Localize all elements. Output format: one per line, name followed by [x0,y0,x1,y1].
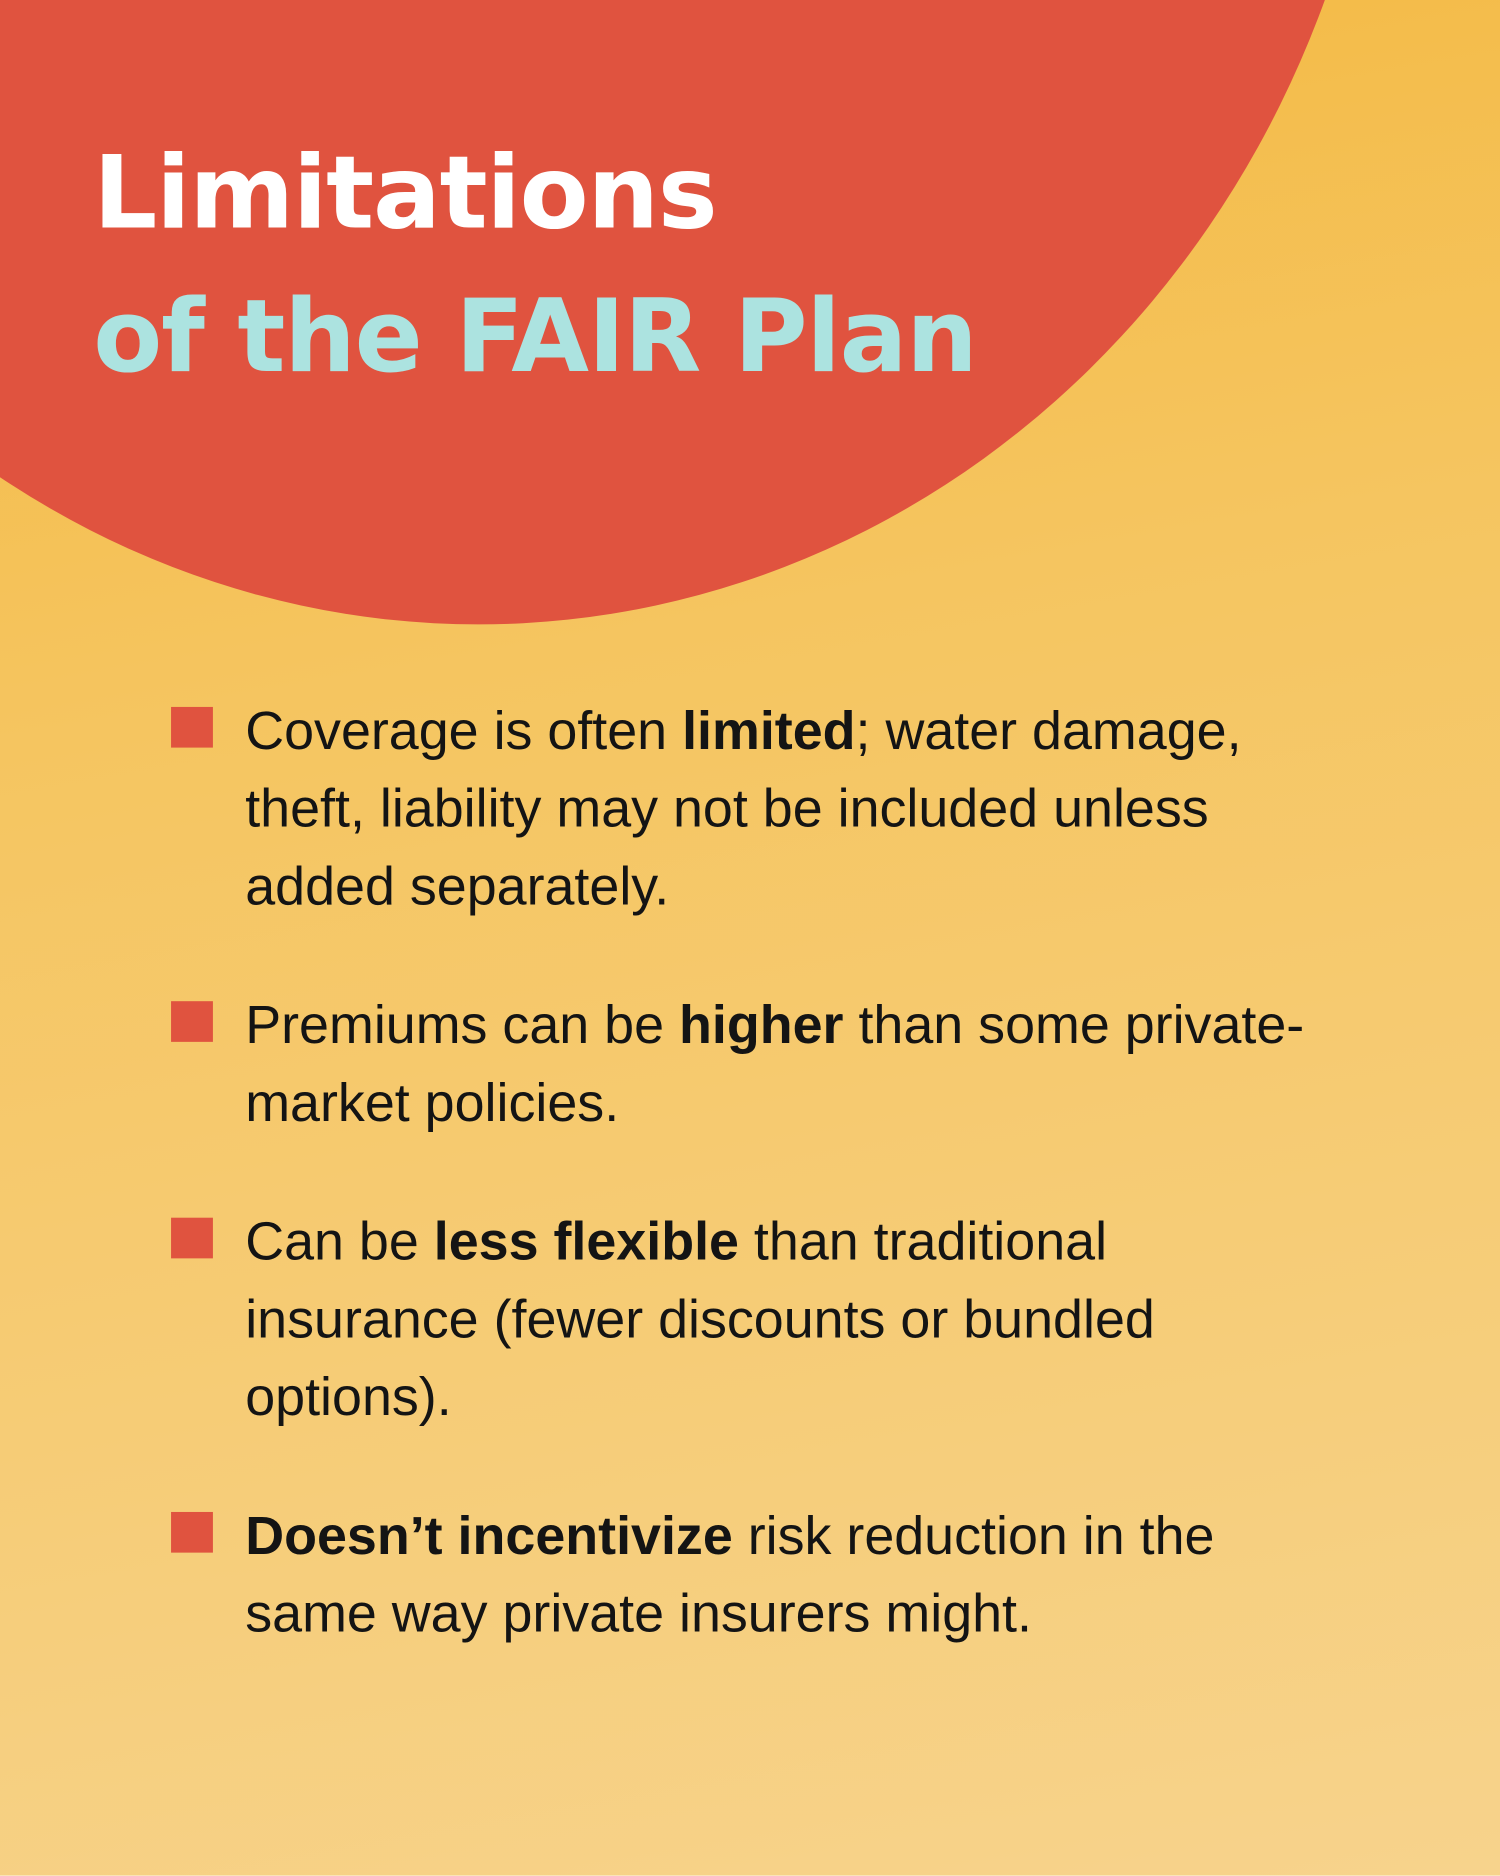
text: Coverage is often [245,699,683,761]
list-item: Premiums can be higher than some private… [171,986,1343,1142]
bold-text: less flexible [433,1210,739,1272]
red-circle-shape [0,0,1325,625]
text: than traditional insurance (fewer discou… [245,1210,1155,1428]
square-bullet-icon [171,1511,213,1553]
limitations-list: Coverage is often limited; water damage,… [171,691,1343,1713]
text: ; water damage, theft, liability may not… [245,699,1242,917]
bold-text: Doesn’t incentivize [245,1504,733,1566]
text: risk reduction in the same way private i… [245,1504,1215,1644]
bold-text: limited [682,699,856,761]
bold-text: higher [678,994,844,1056]
text: than some private-market policies. [245,994,1305,1133]
list-item: Can be less flexible than traditional in… [171,1202,1343,1435]
list-item: Doesn’t incentivize risk reduction in th… [171,1496,1343,1652]
square-bullet-icon [171,706,213,748]
text: Premiums can be [245,994,679,1056]
title-line-1: Limitations [93,133,717,252]
square-bullet-icon [171,1001,213,1042]
square-bullet-icon [171,1217,213,1259]
list-item: Coverage is often limited; water damage,… [171,691,1343,924]
title-line-2: of the FAIR Plan [93,277,978,395]
text: Can be [245,1210,434,1272]
